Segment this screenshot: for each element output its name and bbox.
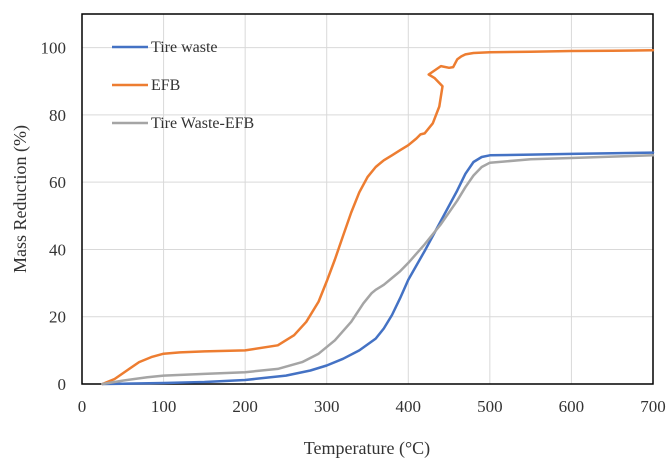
series-line-tire-waste-efb bbox=[101, 154, 655, 386]
y-tick-label: 100 bbox=[41, 39, 67, 58]
x-axis-title: Temperature (°C) bbox=[304, 438, 430, 459]
legend-label-efb: EFB bbox=[151, 77, 180, 94]
grid bbox=[82, 14, 653, 384]
x-tick-label: 400 bbox=[396, 397, 422, 416]
plot-area-frame bbox=[81, 13, 654, 385]
legend-label-tire-waste-efb: Tire Waste-EFB bbox=[151, 115, 254, 132]
legend: Tire waste EFB Tire Waste-EFB bbox=[112, 39, 254, 132]
y-axis-title: Mass Reduction (%) bbox=[10, 125, 31, 273]
x-tick-label: 300 bbox=[314, 397, 340, 416]
legend-label-tire-waste: Tire waste bbox=[151, 39, 218, 56]
x-tick-label: 700 bbox=[640, 397, 666, 416]
tick-labels: 0 100 200 300 400 500 600 700 0 20 40 60 80 100 bbox=[41, 39, 666, 416]
y-tick-label: 60 bbox=[49, 173, 66, 192]
x-tick-label: 0 bbox=[78, 397, 87, 416]
x-tick-label: 600 bbox=[559, 397, 585, 416]
x-tick-label: 200 bbox=[232, 397, 258, 416]
x-tick-label: 500 bbox=[477, 397, 503, 416]
data-series bbox=[101, 49, 655, 386]
y-tick-label: 20 bbox=[49, 308, 66, 327]
series-line-efb bbox=[101, 49, 655, 386]
x-tick-label: 100 bbox=[151, 397, 177, 416]
y-tick-label: 40 bbox=[49, 240, 66, 259]
series-line-tire-waste bbox=[101, 151, 655, 386]
y-tick-label: 0 bbox=[58, 375, 67, 394]
y-tick-label: 80 bbox=[49, 106, 66, 125]
